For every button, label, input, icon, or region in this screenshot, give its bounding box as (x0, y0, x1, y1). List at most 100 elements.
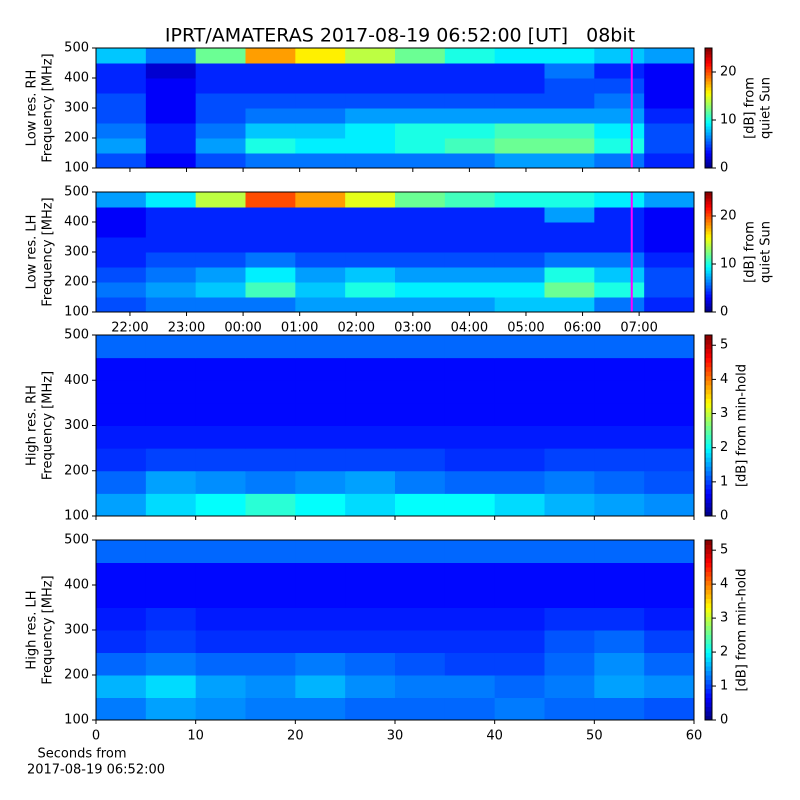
heatmap-cell (544, 267, 595, 283)
heatmap-cell (594, 93, 645, 109)
colorbar-segment (705, 366, 712, 372)
heatmap-cell (295, 93, 346, 109)
colorbar-segment (705, 60, 712, 64)
x-tick-label: 50 (586, 729, 603, 744)
colorbar-segment (705, 380, 712, 386)
heatmap-cell (594, 335, 645, 359)
y-tick-label: 300 (64, 101, 89, 116)
y-tick-label: 200 (64, 668, 89, 683)
heatmap-cell (494, 652, 545, 676)
heatmap-cell (594, 402, 645, 426)
heatmap-cell (594, 697, 645, 721)
heatmap-cell (96, 402, 147, 426)
heatmap-cell (245, 470, 296, 494)
heatmap-cell (295, 562, 346, 586)
heatmap-cell (494, 585, 545, 608)
heatmap-cell (345, 585, 396, 608)
heatmap-cell (594, 448, 645, 472)
heatmap-cell (644, 282, 695, 298)
heatmap-cell (96, 425, 147, 449)
heatmap-cell (245, 192, 296, 208)
heatmap-cell (594, 585, 645, 608)
heatmap-cell (96, 93, 147, 109)
colorbar-segment (705, 634, 712, 640)
colorbar-segment (705, 585, 712, 590)
heatmap-cell (345, 123, 396, 139)
y-tick-label: 500 (64, 41, 89, 56)
heatmap-cell (494, 402, 545, 426)
heatmap-cell (444, 153, 496, 169)
colorbar-segment (705, 198, 712, 202)
heatmap-cell (245, 252, 296, 268)
heatmap-cell (544, 297, 595, 313)
colorbar-segment (705, 434, 712, 440)
heatmap-cell (295, 335, 346, 359)
heatmap-cell (345, 562, 396, 586)
colorbar-segment (705, 54, 712, 58)
heatmap-cell (594, 207, 645, 223)
colorbar-segment (705, 153, 712, 157)
heatmap-cell (544, 630, 595, 653)
heatmap-cell (395, 425, 446, 449)
heatmap-cell (494, 63, 545, 79)
colorbar-segment (705, 461, 712, 467)
heatmap-cell (245, 697, 296, 721)
heatmap-cell (395, 297, 446, 313)
colorbar-tick-label: 4 (720, 577, 728, 592)
heatmap-cell (594, 470, 645, 494)
heatmap-cell (594, 675, 645, 698)
heatmap-cell (544, 357, 595, 381)
heatmap-cell (395, 402, 446, 426)
colorbar-segment (705, 475, 712, 481)
heatmap-cell (395, 380, 446, 404)
heatmap-cell (594, 607, 645, 631)
heatmap-cell (544, 493, 595, 517)
heatmap-cell (145, 153, 197, 169)
heatmap-cell (345, 237, 396, 253)
colorbar-segment (705, 147, 712, 151)
heatmap-cell (395, 237, 446, 253)
colorbar-segment (705, 207, 712, 211)
colorbar-segment (705, 261, 712, 265)
heatmap-cell (195, 448, 246, 472)
heatmap-cell (395, 93, 446, 109)
y-axis-label: Low res. LH (25, 215, 40, 290)
heatmap-cell (195, 380, 246, 404)
heatmap-cell (195, 222, 246, 238)
colorbar-tick-label: 2 (720, 645, 728, 660)
heatmap-cell (544, 470, 595, 494)
heatmap-cell (145, 493, 197, 517)
colorbar-segment (705, 357, 712, 363)
heatmap-cell (395, 470, 446, 494)
heatmap-cell (544, 380, 595, 404)
colorbar-segment (705, 258, 712, 262)
heatmap-cell (395, 493, 446, 517)
y-tick-label: 500 (64, 533, 89, 548)
heatmap-cell (494, 93, 545, 109)
heatmap-cell (145, 425, 197, 449)
heatmap-cell (145, 237, 197, 253)
heatmap-cell (644, 380, 695, 404)
colorbar-segment (705, 300, 712, 304)
colorbar-segment (705, 282, 712, 286)
heatmap-cell (295, 357, 346, 381)
heatmap-cell (195, 192, 246, 208)
colorbar-segment (705, 267, 712, 271)
heatmap-cell (96, 357, 147, 381)
colorbar-segment (705, 389, 712, 395)
figure-title: IPRT/AMATERAS 2017-08-19 06:52:00 [UT] 0… (165, 25, 635, 47)
colorbar-tick-label: 0 (720, 713, 728, 728)
colorbar-tick-label: 5 (720, 338, 728, 353)
heatmap-cell (644, 562, 695, 586)
heatmap-cell (295, 585, 346, 608)
colorbar-tick-label: 1 (720, 474, 728, 489)
heatmap-cell (195, 153, 246, 169)
colorbar-segment (705, 201, 712, 205)
colorbar-segment (705, 693, 712, 698)
colorbar-segment (705, 567, 712, 572)
heatmap-cell (295, 192, 346, 208)
heatmap-cell (295, 470, 346, 494)
colorbar-segment (705, 120, 712, 124)
heatmap-cell (96, 697, 147, 721)
colorbar-tick-label: 1 (720, 679, 728, 694)
